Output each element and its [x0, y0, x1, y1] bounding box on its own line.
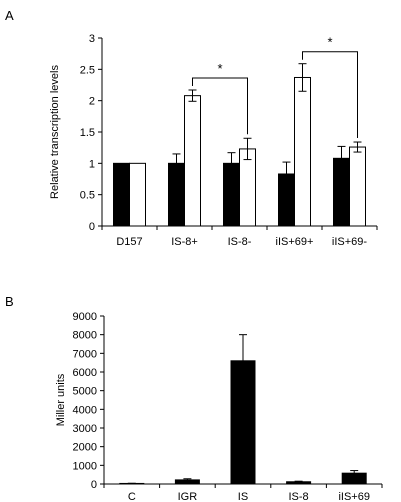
- x-category-label: IS-8-: [228, 236, 252, 248]
- y-tick-label: 8000: [73, 330, 97, 342]
- significance-bracket: [192, 77, 248, 135]
- significance-label: *: [327, 35, 332, 50]
- x-category-label: IS: [238, 491, 248, 502]
- x-category-label: C: [128, 491, 136, 502]
- significance-label: *: [217, 61, 222, 76]
- y-tick-label: 0.5: [80, 190, 95, 202]
- x-category-label: D157: [116, 236, 142, 248]
- y-tick-label: 2000: [73, 442, 97, 454]
- bar: [184, 95, 201, 227]
- x-category-label: IS-8+: [171, 236, 198, 248]
- y-tick-label: 7000: [73, 348, 97, 360]
- y-tick-label: 6000: [73, 367, 97, 379]
- chart-a: 0 0.5 1 1.5 2 2.5 3 D157 IS-8+ IS-8- iIS+69+ iIS+69…: [49, 33, 378, 248]
- y-tick-label: 1: [89, 158, 95, 170]
- y-tick-label: 0: [89, 221, 95, 233]
- bar: [239, 148, 256, 227]
- x-category-label: iIS+69+: [276, 236, 314, 248]
- bar: [113, 162, 130, 227]
- significance-bracket: [302, 51, 358, 139]
- y-tick-label: 1000: [73, 460, 97, 472]
- x-category-label: iIS+69-: [332, 236, 367, 248]
- y-tick-label: 4000: [73, 404, 97, 416]
- y-axis-title: Miller units: [55, 373, 67, 426]
- bar: [129, 162, 146, 227]
- x-category-label: iIS+69: [338, 491, 370, 502]
- y-axis-title: Relative transcription levels: [49, 65, 61, 199]
- bar: [294, 76, 311, 227]
- y-tick-label: 2.5: [80, 64, 95, 76]
- y-tick-label: 2: [89, 96, 95, 108]
- y-tick-label: 3: [89, 33, 95, 45]
- y-tick-label: 5000: [73, 386, 97, 398]
- y-tick-label: 1.5: [80, 127, 95, 139]
- bar: [349, 146, 366, 227]
- y-tick-label: 9000: [73, 311, 97, 323]
- chart-b: 0 1000 2000 3000 4000 5000 6000 7000 8000 9000 C IG…: [55, 311, 383, 502]
- y-tick-label: 0: [91, 479, 97, 491]
- y-tick-label: 3000: [73, 423, 97, 435]
- x-category-label: IGR: [178, 491, 198, 502]
- panel-b-label: B: [5, 294, 14, 309]
- panel-a-label: A: [5, 8, 14, 23]
- x-category-label: IS-8: [289, 491, 309, 502]
